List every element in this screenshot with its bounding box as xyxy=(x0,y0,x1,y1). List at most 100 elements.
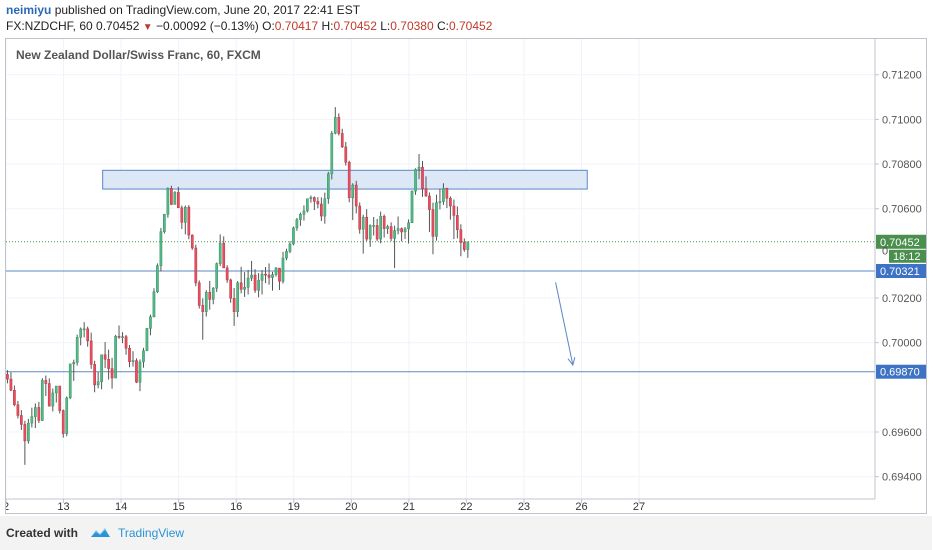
candle-up xyxy=(274,267,278,275)
candle-up xyxy=(330,132,334,175)
y-tick-label: 0.69600 xyxy=(882,427,922,439)
grid-layer xyxy=(6,39,875,499)
candle-up xyxy=(288,243,292,252)
low-value: 0.70380 xyxy=(390,19,434,33)
candle-up xyxy=(82,328,86,331)
candle-down xyxy=(340,133,344,148)
candle-down xyxy=(313,197,316,202)
ohlc-line: FX:NZDCHF, 60 0.70452 ▼ −0.00092 (−0.13%… xyxy=(6,19,492,33)
x-tick-label: 2 xyxy=(6,501,9,513)
candle-down xyxy=(278,267,281,282)
candle-up xyxy=(96,381,100,386)
candle-up xyxy=(100,354,103,383)
candle-up xyxy=(138,361,142,383)
candle-up xyxy=(281,257,285,282)
candle-down xyxy=(89,340,93,365)
x-tick-label: 16 xyxy=(230,501,242,513)
open-value: 0.70417 xyxy=(274,19,319,33)
tradingview-brand[interactable]: TradingView xyxy=(118,526,185,540)
candle-down xyxy=(354,184,358,207)
y-tick-label: 0.69400 xyxy=(882,472,922,484)
candle-up xyxy=(152,291,156,318)
candle-up xyxy=(326,173,330,199)
level-lines[interactable]: 0.70321 0.69870 0.70452 18:12 xyxy=(6,234,926,379)
candle-up xyxy=(246,277,250,288)
candle-up xyxy=(173,192,177,205)
x-tick-label: 13 xyxy=(57,501,69,513)
candle-down xyxy=(375,225,379,240)
candle-up xyxy=(131,360,135,362)
resistance-zone-rect xyxy=(102,169,588,190)
candle-up xyxy=(333,117,337,134)
candle-down xyxy=(44,380,48,384)
candle-up xyxy=(414,169,417,192)
candle-up xyxy=(236,282,239,312)
candle-down xyxy=(58,385,62,411)
candle-down xyxy=(232,298,236,312)
candle-up xyxy=(438,201,442,203)
candle-up xyxy=(271,274,274,278)
candle-up xyxy=(204,291,208,312)
candle-up xyxy=(309,197,313,199)
candle-up xyxy=(218,243,222,264)
x-tick-label: 15 xyxy=(173,501,185,513)
candle-up xyxy=(27,422,30,442)
candle-up xyxy=(260,273,264,281)
candle-up xyxy=(323,198,327,217)
close-value: 0.70452 xyxy=(449,19,493,33)
x-tick-label: 21 xyxy=(403,501,415,513)
candle-down xyxy=(358,205,362,230)
publish-header: neimiyu published on TradingView.com, Ju… xyxy=(0,0,932,38)
candle-down xyxy=(47,383,51,407)
author-link[interactable]: neimiyu xyxy=(6,3,52,17)
candle-up xyxy=(159,231,163,266)
candle-up xyxy=(361,216,365,230)
candle-up xyxy=(30,416,34,424)
symbol-label: FX:NZDCHF, 60 xyxy=(6,19,93,33)
published-text: published on TradingView.com, June 20, 2… xyxy=(54,3,361,17)
candle-up xyxy=(410,190,414,224)
level-price-label-bg xyxy=(876,364,926,379)
candle-up xyxy=(34,407,37,417)
candle-up xyxy=(114,335,117,379)
price-change: −0.00092 (−0.13%) xyxy=(156,19,259,33)
last-price: 0.70452 xyxy=(96,19,140,33)
candle-down xyxy=(194,247,198,284)
candle-down xyxy=(190,234,194,249)
tradingview-cloud-icon[interactable] xyxy=(88,524,112,540)
candle-up xyxy=(292,227,295,245)
candle-down xyxy=(229,279,233,299)
candle-up xyxy=(149,316,152,329)
price-chart[interactable]: 0.70321 0.69870 0.70452 18:12 0.71200 0.7100… xyxy=(6,39,926,513)
chart-frame[interactable]: 0.70321 0.69870 0.70452 18:12 0.71200 0.7100… xyxy=(5,38,927,514)
candle-down xyxy=(20,415,23,425)
resistance-zone[interactable] xyxy=(102,169,588,190)
y-tick-label-partial: 0 xyxy=(882,246,888,258)
axes[interactable]: 0.71200 0.71000 0.70800 0.70600 0.70200 0.700… xyxy=(6,39,922,513)
candle-down xyxy=(222,243,226,269)
candle-down xyxy=(110,368,114,379)
created-with-text: Created with xyxy=(6,526,79,540)
candle-down xyxy=(225,267,229,281)
candle-down xyxy=(445,188,449,199)
candle-down xyxy=(462,242,466,250)
candle-up xyxy=(396,228,400,231)
level-price-label-bg xyxy=(876,264,926,279)
x-tick-label: 27 xyxy=(633,501,645,513)
arrow-drawing[interactable] xyxy=(555,282,576,367)
candle-down xyxy=(107,358,110,369)
level-price-label: 0.70321 xyxy=(880,266,920,278)
countdown-label-bg xyxy=(889,249,926,263)
candle-up xyxy=(466,241,470,250)
candle-up xyxy=(285,251,288,259)
candle-down xyxy=(264,273,267,276)
candle-down xyxy=(365,216,369,240)
low-label: L: xyxy=(380,19,391,33)
candle-down xyxy=(253,274,257,291)
candle-down xyxy=(421,166,424,189)
candle-up xyxy=(407,222,410,230)
candle-down xyxy=(117,335,121,338)
candle-up xyxy=(121,336,124,338)
candle-down xyxy=(6,374,9,380)
candle-up xyxy=(211,287,215,300)
